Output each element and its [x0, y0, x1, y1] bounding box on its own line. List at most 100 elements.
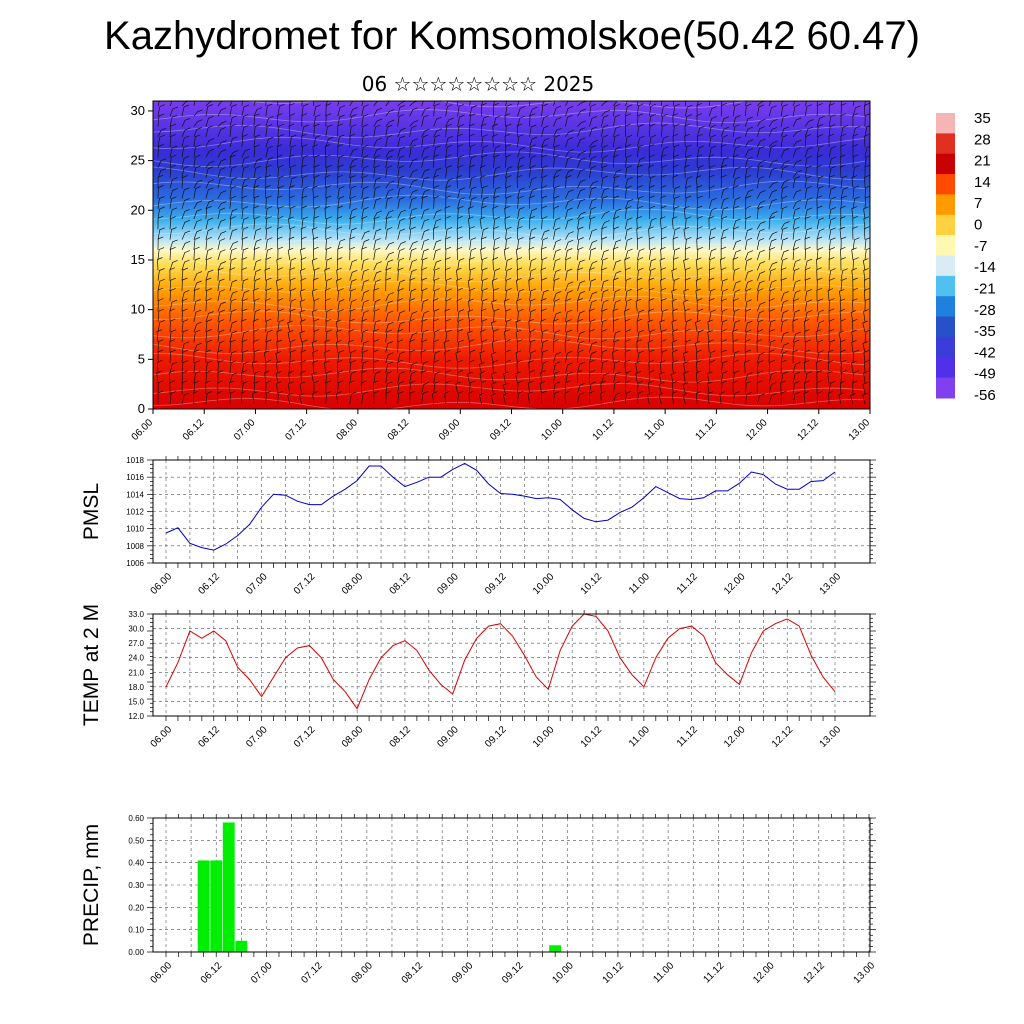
wind-barb: [312, 236, 319, 250]
wind-barb: [613, 371, 621, 384]
wind-barb: [264, 267, 271, 281]
wind-barb: [349, 208, 358, 220]
wind-barb: [517, 237, 524, 250]
wind-barb: [361, 101, 364, 107]
wind-barb: [792, 189, 802, 199]
wind-barb: [732, 320, 741, 333]
wind-barb: [658, 381, 665, 394]
wind-barb: [169, 246, 176, 261]
wind-barb: [313, 114, 321, 127]
wind-barb: [193, 246, 200, 261]
wind-barb: [636, 174, 643, 189]
wind-barb: [169, 277, 176, 292]
wind-barb: [529, 106, 538, 117]
wind-barb: [577, 382, 586, 394]
wind-barb: [804, 318, 810, 333]
wind-barb: [682, 299, 689, 312]
wind-barb: [193, 127, 202, 137]
wind-barb: [361, 239, 370, 250]
wind-barb: [672, 101, 674, 107]
wind-barb: [732, 329, 738, 343]
wind-barb: [780, 114, 789, 127]
wind-barb: [385, 180, 395, 189]
wind-barb: [624, 370, 632, 384]
wind-barb: [708, 288, 716, 302]
wind-barb: [481, 288, 488, 302]
colorbar-label: 14: [974, 174, 991, 191]
wind-barb: [336, 329, 342, 343]
wind-barb: [217, 238, 226, 250]
wind-barb: [671, 268, 677, 281]
wind-barb: [445, 165, 453, 178]
wind-barb: [553, 175, 560, 189]
wind-barb: [516, 257, 523, 271]
wind-barb: [768, 268, 776, 281]
wind-barb: [671, 288, 677, 302]
wind-barb: [312, 349, 318, 363]
wind-barb: [361, 144, 369, 158]
wind-barb: [299, 309, 306, 322]
wind-barb: [481, 257, 488, 271]
wind-barb: [659, 360, 666, 374]
x-tick-label: 12.12: [770, 571, 796, 597]
wind-barb: [601, 299, 609, 312]
wind-barb: [492, 257, 499, 271]
y-tick-label: 24.0: [128, 654, 144, 663]
wind-barb: [169, 391, 177, 405]
wind-barb: [229, 150, 239, 158]
wind-barb: [409, 179, 418, 189]
wind-barb: [217, 349, 223, 363]
wind-barb: [684, 144, 692, 158]
wind-barb: [529, 298, 536, 312]
wind-barb: [325, 136, 334, 148]
wind-barb: [780, 380, 786, 394]
wind-barb: [683, 361, 689, 374]
wind-barb: [672, 103, 680, 117]
wind-barb: [648, 101, 652, 107]
colorbar-label: -56: [974, 387, 996, 404]
wind-barb: [553, 370, 561, 384]
wind-barb: [468, 216, 474, 230]
wind-barb: [565, 290, 573, 302]
wind-barb: [636, 113, 644, 127]
wind-barb: [792, 101, 796, 107]
wind-barb: [373, 165, 380, 178]
wind-barb: [601, 279, 609, 292]
wind-barb: [397, 248, 405, 261]
wind-barb: [540, 298, 547, 312]
wind-barb: [349, 269, 358, 281]
wind-barb: [253, 176, 262, 189]
wind-barb: [433, 380, 441, 394]
wind-barb: [683, 226, 690, 240]
wind-barb: [457, 101, 459, 107]
wind-barb: [816, 175, 824, 189]
wind-barb: [373, 299, 381, 312]
wind-barb: [683, 258, 689, 271]
wind-barb: [529, 124, 537, 137]
wind-barb: [372, 380, 379, 394]
wind-barb: [720, 308, 728, 322]
wind-barb: [409, 207, 418, 220]
wind-barb: [565, 199, 574, 209]
wind-barb: [684, 195, 692, 209]
wind-barb: [337, 134, 345, 148]
y-tick-label: 1014: [126, 490, 144, 499]
wind-barb: [708, 350, 716, 363]
wind-barb: [613, 239, 622, 251]
wind-barb: [553, 169, 562, 179]
wind-barb: [565, 169, 574, 179]
wind-barb: [708, 309, 717, 322]
x-tick-label: 08.12: [386, 417, 412, 443]
wind-barb: [217, 140, 227, 148]
y-tick-label: 0: [138, 401, 145, 416]
wind-barb: [660, 287, 667, 302]
wind-barb: [804, 197, 813, 209]
wind-barb: [253, 228, 262, 240]
wind-barb: [744, 166, 753, 178]
wind-barbs: [156, 101, 870, 405]
colorbar-label: 35: [974, 110, 991, 127]
wind-barb: [421, 101, 424, 107]
wind-barb: [504, 298, 510, 312]
wind-barb: [613, 103, 621, 117]
wind-barb: [756, 280, 765, 292]
